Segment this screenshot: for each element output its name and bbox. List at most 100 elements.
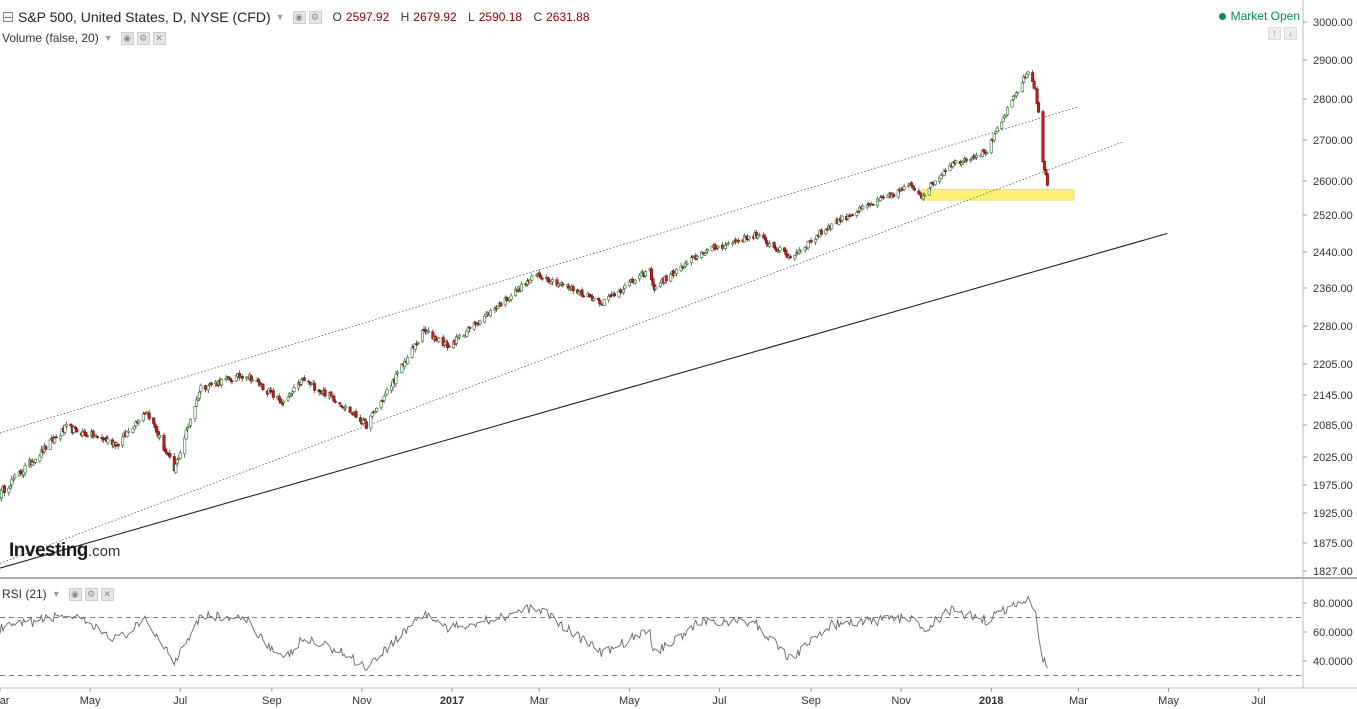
- candle[interactable]: [186, 426, 190, 433]
- candle[interactable]: [96, 435, 100, 439]
- candle[interactable]: [927, 187, 931, 197]
- candle[interactable]: [519, 281, 523, 292]
- candle[interactable]: [116, 442, 120, 450]
- candle[interactable]: [1000, 121, 1004, 130]
- candle[interactable]: [1041, 109, 1045, 164]
- move-down-icon[interactable]: ↓: [1284, 27, 1297, 40]
- candle[interactable]: [344, 404, 348, 412]
- candle[interactable]: [75, 426, 79, 434]
- candle[interactable]: [457, 333, 461, 340]
- candle[interactable]: [923, 192, 927, 197]
- gear-icon[interactable]: ⚙: [84, 587, 98, 601]
- candle[interactable]: [178, 450, 182, 460]
- close-icon[interactable]: ✕: [100, 587, 114, 601]
- candle[interactable]: [292, 384, 296, 393]
- candle[interactable]: [757, 232, 761, 237]
- candle[interactable]: [230, 379, 234, 385]
- candle[interactable]: [850, 213, 854, 216]
- candle[interactable]: [530, 273, 534, 281]
- candle[interactable]: [602, 298, 606, 307]
- candle[interactable]: [197, 389, 201, 401]
- candle[interactable]: [174, 461, 178, 475]
- candle[interactable]: [840, 214, 844, 224]
- candle[interactable]: [72, 425, 76, 434]
- candle[interactable]: [933, 180, 937, 187]
- gear-icon[interactable]: ⚙: [308, 10, 322, 24]
- candle[interactable]: [561, 281, 565, 288]
- candle[interactable]: [44, 444, 48, 451]
- candle[interactable]: [323, 387, 327, 399]
- candle[interactable]: [639, 270, 643, 277]
- candle[interactable]: [1006, 105, 1010, 117]
- candle[interactable]: [206, 384, 210, 394]
- candle[interactable]: [48, 438, 52, 451]
- candle[interactable]: [478, 319, 482, 326]
- candle[interactable]: [85, 432, 89, 438]
- rsi-line[interactable]: [0, 595, 1048, 672]
- candle[interactable]: [685, 260, 689, 266]
- candle[interactable]: [348, 406, 352, 414]
- candle[interactable]: [788, 254, 792, 259]
- candle[interactable]: [664, 274, 668, 284]
- candle[interactable]: [675, 268, 679, 277]
- candle[interactable]: [395, 370, 399, 377]
- chevron-down-icon[interactable]: ▼: [275, 12, 285, 22]
- candle[interactable]: [551, 277, 555, 286]
- candle[interactable]: [313, 380, 317, 394]
- candle[interactable]: [209, 381, 213, 387]
- candle[interactable]: [1016, 91, 1020, 95]
- candle[interactable]: [33, 458, 37, 465]
- candle[interactable]: [975, 152, 979, 161]
- candle[interactable]: [793, 255, 797, 262]
- candle[interactable]: [468, 326, 472, 332]
- candle[interactable]: [592, 296, 596, 302]
- candle[interactable]: [830, 222, 834, 231]
- candle[interactable]: [892, 192, 896, 199]
- candle[interactable]: [137, 419, 141, 426]
- candle[interactable]: [1020, 80, 1024, 93]
- candle[interactable]: [1026, 70, 1030, 77]
- candle[interactable]: [633, 278, 637, 285]
- candle[interactable]: [881, 194, 885, 200]
- candle[interactable]: [406, 354, 410, 366]
- candle[interactable]: [329, 391, 333, 398]
- candle[interactable]: [623, 282, 627, 290]
- candle[interactable]: [282, 399, 286, 407]
- candle[interactable]: [54, 434, 58, 439]
- candle[interactable]: [271, 387, 275, 401]
- candle[interactable]: [240, 374, 244, 382]
- candle[interactable]: [385, 387, 389, 396]
- candle[interactable]: [13, 473, 17, 480]
- candle[interactable]: [147, 410, 151, 421]
- candle[interactable]: [706, 248, 710, 254]
- candle[interactable]: [302, 375, 306, 382]
- candle[interactable]: [876, 196, 880, 209]
- candle[interactable]: [985, 150, 989, 156]
- candle[interactable]: [726, 240, 730, 246]
- candle[interactable]: [768, 240, 772, 249]
- candle[interactable]: [64, 421, 68, 429]
- candle[interactable]: [375, 407, 379, 413]
- candle[interactable]: [1035, 86, 1039, 106]
- candle[interactable]: [279, 398, 283, 404]
- candle[interactable]: [964, 156, 968, 164]
- candle[interactable]: [737, 237, 741, 244]
- candle[interactable]: [488, 308, 492, 318]
- candle[interactable]: [437, 336, 441, 343]
- candle[interactable]: [251, 376, 255, 382]
- candle[interactable]: [654, 285, 658, 291]
- candle[interactable]: [871, 203, 875, 206]
- candle[interactable]: [333, 399, 337, 404]
- candle[interactable]: [747, 235, 751, 242]
- candle[interactable]: [261, 383, 265, 392]
- candle[interactable]: [499, 302, 503, 307]
- candle[interactable]: [184, 427, 188, 441]
- candle[interactable]: [992, 133, 996, 143]
- candle[interactable]: [778, 245, 782, 253]
- candle[interactable]: [809, 237, 813, 244]
- candle[interactable]: [199, 383, 203, 395]
- candle[interactable]: [799, 249, 803, 253]
- candle[interactable]: [644, 270, 648, 278]
- candle[interactable]: [954, 159, 958, 166]
- candle[interactable]: [158, 431, 162, 441]
